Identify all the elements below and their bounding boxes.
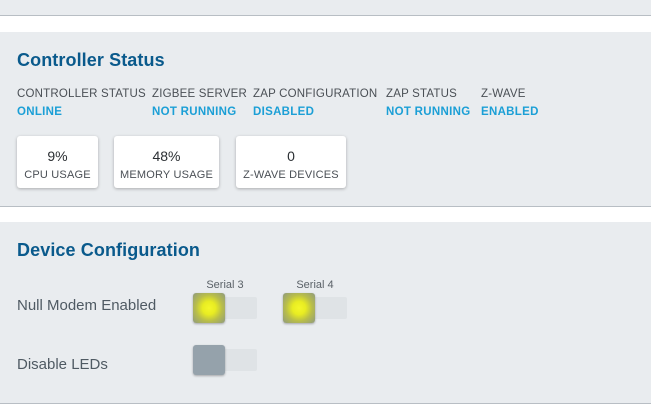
disable-leds-label: Disable LEDs bbox=[17, 356, 108, 373]
metric-value: 0 bbox=[287, 148, 295, 164]
cpu-usage-card: 9% CPU USAGE bbox=[17, 136, 98, 188]
metric-value: 48% bbox=[152, 148, 181, 164]
stat-value: ONLINE bbox=[17, 106, 63, 118]
column-header-serial-3: Serial 3 bbox=[206, 279, 244, 291]
toggle-thumb bbox=[193, 293, 225, 323]
metric-label: Z-WAVE DEVICES bbox=[243, 169, 339, 181]
null-modem-label: Null Modem Enabled bbox=[17, 297, 157, 314]
metric-label: MEMORY USAGE bbox=[119, 169, 214, 181]
stat-z-wave: Z-WAVE ENABLED bbox=[481, 88, 539, 118]
null-modem-serial-4-toggle[interactable] bbox=[283, 293, 347, 323]
stat-zap-status: ZAP STATUS NOT RUNNING bbox=[386, 88, 470, 118]
memory-usage-card: 48% MEMORY USAGE bbox=[114, 136, 219, 188]
column-header-serial-4: Serial 4 bbox=[296, 279, 334, 291]
stat-zap-configuration: ZAP CONFIGURATION DISABLED bbox=[253, 88, 377, 118]
stat-value: NOT RUNNING bbox=[386, 106, 471, 118]
toggle-thumb bbox=[193, 345, 225, 375]
stat-label: ZAP CONFIGURATION bbox=[253, 88, 378, 100]
stat-zigbee-server: ZIGBEE SERVER NOT RUNNING bbox=[152, 88, 247, 118]
null-modem-serial-3-toggle[interactable] bbox=[193, 293, 257, 323]
stat-value: NOT RUNNING bbox=[152, 106, 237, 118]
metric-label: CPU USAGE bbox=[24, 169, 91, 181]
previous-panel-edge bbox=[0, 0, 651, 16]
stat-label: CONTROLLER STATUS bbox=[17, 88, 146, 100]
toggle-thumb bbox=[283, 293, 315, 323]
stat-label: ZIGBEE SERVER bbox=[152, 88, 248, 100]
stat-label: ZAP STATUS bbox=[386, 88, 458, 100]
stat-label: Z-WAVE bbox=[481, 88, 526, 100]
stat-value: DISABLED bbox=[253, 106, 315, 118]
metric-value: 9% bbox=[47, 148, 68, 164]
controller-status-panel: Controller Status CONTROLLER STATUS ONLI… bbox=[0, 32, 651, 207]
controller-status-title: Controller Status bbox=[17, 50, 165, 70]
disable-leds-serial-3-toggle[interactable] bbox=[193, 345, 257, 375]
stat-controller-status: CONTROLLER STATUS ONLINE bbox=[17, 88, 146, 118]
device-configuration-panel: Device Configuration Serial 3 Serial 4 N… bbox=[0, 222, 651, 404]
device-configuration-title: Device Configuration bbox=[17, 240, 201, 260]
z-wave-devices-card: 0 Z-WAVE DEVICES bbox=[236, 136, 346, 188]
stat-value: ENABLED bbox=[481, 106, 539, 118]
